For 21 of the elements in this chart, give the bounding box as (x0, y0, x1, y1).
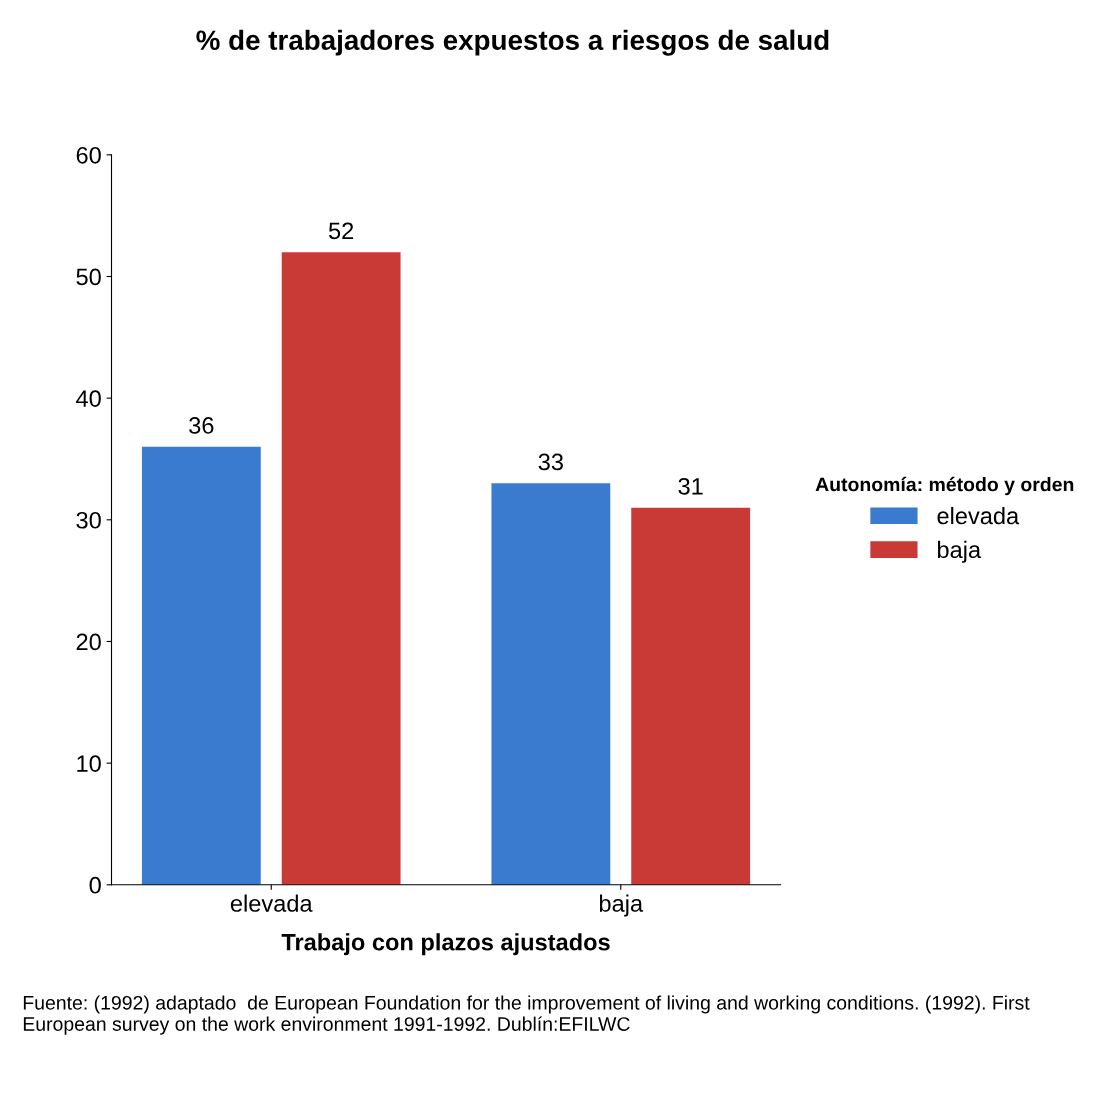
data-label: 31 (678, 477, 703, 495)
y-tick-label: 30 (76, 511, 101, 529)
bar (631, 507, 751, 885)
source-note: Fuente: (1992) adaptado de European Foundation for the improvement of living and working conditions. (1992). First European survey on the work environment 1991-1992. Dublín:EFILWC (23, 995, 1030, 1035)
y-tick-label: 0 (89, 876, 101, 894)
legend-label: baja (937, 540, 982, 563)
y-tick-label: 40 (76, 390, 101, 407)
chart-title: % de trabajadores expuestos a riesgos de salud (196, 29, 829, 56)
legend-label: elevada (937, 506, 1020, 525)
y-tick-label: 10 (77, 755, 101, 772)
bar (491, 483, 611, 885)
bar (141, 446, 261, 885)
y-tick-label: 60 (76, 146, 101, 164)
data-label: 52 (328, 222, 354, 240)
data-label: 36 (189, 417, 214, 434)
bar (281, 252, 401, 885)
y-tick-label: 20 (76, 633, 101, 651)
x-axis-title: Trabajo con plazos ajustados (281, 933, 610, 956)
data-label: 33 (538, 453, 563, 471)
y-tick-label: 50 (76, 268, 101, 286)
legend-title: Autonomía: método y orden (815, 476, 1074, 496)
